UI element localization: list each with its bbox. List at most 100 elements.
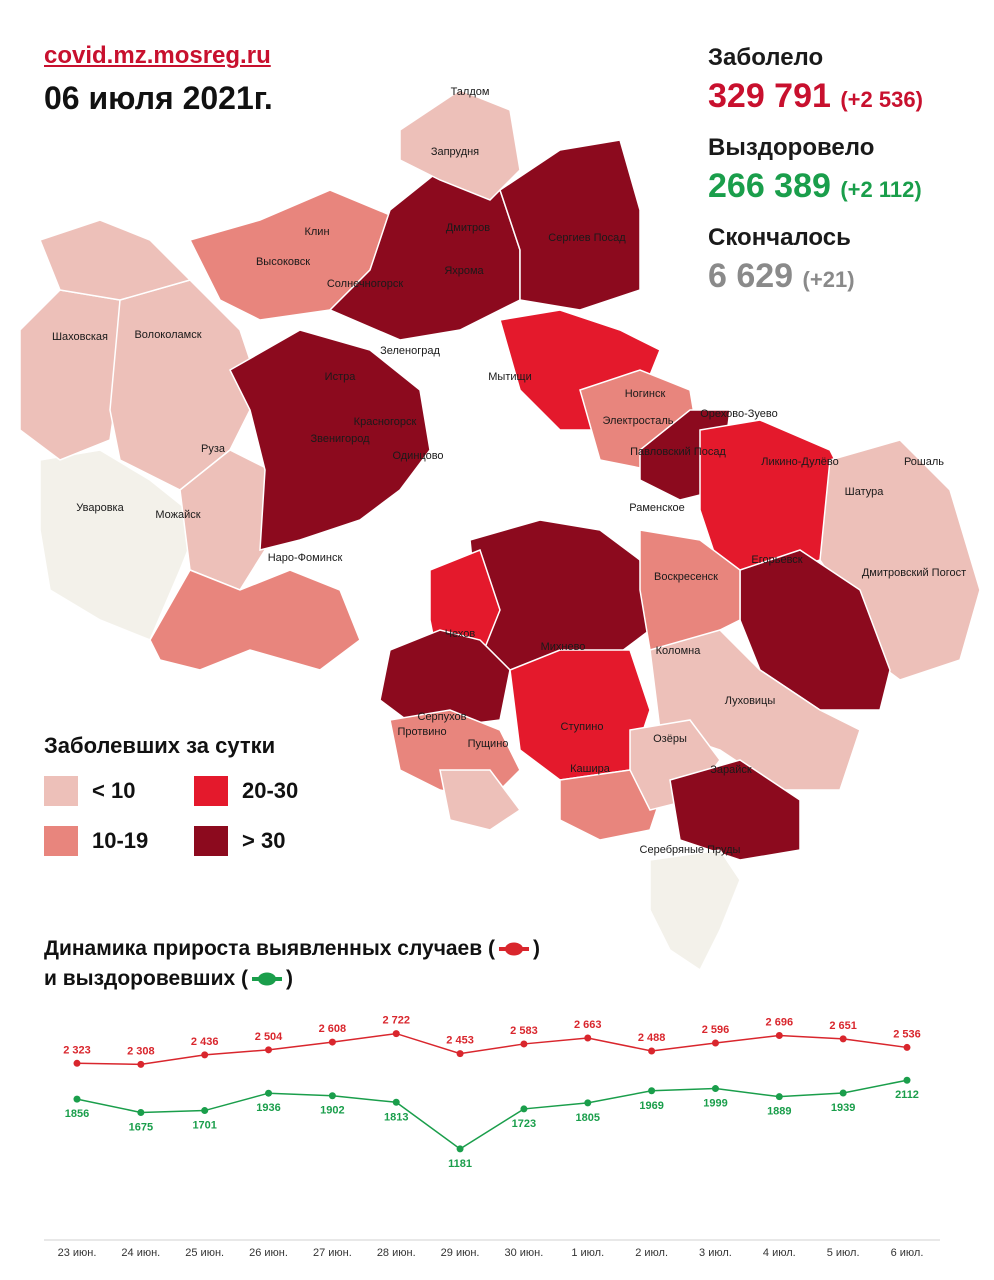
map-place-label: Яхрома <box>444 265 484 277</box>
green-point <box>456 1145 464 1153</box>
stat-recovered-delta: (+2 112) <box>840 177 922 202</box>
green-data-label: 1969 <box>639 1100 663 1112</box>
red-point <box>392 1030 400 1038</box>
map-place-label: Клин <box>304 226 329 238</box>
red-data-label: 2 663 <box>574 1019 602 1031</box>
stat-recovered-label: Выздоровело <box>708 134 875 161</box>
red-point <box>711 1039 719 1047</box>
green-data-label: 2112 <box>895 1089 919 1101</box>
map-place-label: Шаховская <box>52 331 108 343</box>
red-point <box>265 1046 273 1054</box>
map-labels: Талдом Запрудня Клин Высоковск Дмитров Сергие… <box>52 86 966 856</box>
green-point <box>648 1087 656 1095</box>
red-point <box>903 1043 911 1051</box>
legend-label-10-19: 10-19 <box>92 828 149 853</box>
stat-sick-value-row: 329 791 (+2 536) <box>708 76 988 120</box>
green-point <box>392 1098 400 1106</box>
map-place-label: Орехово-Зуево <box>700 408 778 420</box>
green-data-label: 1813 <box>384 1111 408 1123</box>
x-tick-label: 26 июн. <box>249 1247 288 1259</box>
map-place-label: Воскресенск <box>654 571 718 583</box>
map-place-label: Звенигород <box>310 433 370 445</box>
red-point <box>584 1034 592 1042</box>
map-place-label: Высоковск <box>256 256 310 268</box>
map-place-label: Солнечногорск <box>327 278 403 290</box>
stat-recovered-value-row: 266 389 (+2 112) <box>708 166 988 210</box>
legend-label-lt10: < 10 <box>92 778 136 803</box>
map-place-label: Зеленоград <box>380 345 440 357</box>
x-tick-label: 2 июл. <box>635 1247 668 1259</box>
map-place-label: Пущино <box>468 738 509 750</box>
chart-layer: 2 323 2 308 2 436 2 504 2 608 2 722 2 453 2 583… <box>44 1015 940 1259</box>
map-place-label: Ступино <box>561 721 604 733</box>
legend-label-gt30: > 30 <box>242 828 286 853</box>
map-place-label: Электросталь <box>603 415 674 427</box>
map-place-label: Уваровка <box>76 502 124 514</box>
stat-deaths-value: 6 629 <box>708 257 794 295</box>
green-data-label: 1805 <box>576 1112 600 1124</box>
map-place-label: Одинцово <box>392 450 443 462</box>
x-tick-label: 23 июн. <box>58 1247 97 1259</box>
red-point <box>456 1050 464 1058</box>
map-place-label: Озёры <box>653 733 687 745</box>
red-data-label: 2 453 <box>446 1035 474 1047</box>
red-point <box>201 1051 209 1059</box>
source-site-link[interactable]: covid.mz.mosreg.ru <box>44 42 271 69</box>
trend-title: Динамика прироста выявленных случаев ( )… <box>44 934 540 994</box>
red-data-label: 2 323 <box>63 1044 91 1056</box>
red-data-label: 2 608 <box>319 1023 347 1035</box>
green-data-label: 1675 <box>129 1121 153 1133</box>
stat-deaths-delta: (+21) <box>802 267 855 292</box>
map-region <box>379 629 511 731</box>
map-region <box>149 569 361 671</box>
map-place-label: Протвино <box>397 726 446 738</box>
red-point <box>839 1035 847 1043</box>
green-data-label: 1889 <box>767 1106 791 1118</box>
red-data-label: 2 696 <box>766 1017 794 1029</box>
map-region <box>739 549 891 711</box>
green-point <box>584 1099 592 1107</box>
legend-title: Заболевших за сутки <box>44 733 276 758</box>
red-data-label: 2 488 <box>638 1032 666 1044</box>
legend-item-10-19: 10-19 <box>44 826 148 856</box>
green-point <box>73 1095 81 1103</box>
map-place-label: Истра <box>325 371 357 383</box>
map-place-label: Ликино-Дулёво <box>761 456 839 468</box>
x-tick-label: 25 июн. <box>185 1247 224 1259</box>
green-point <box>775 1093 783 1101</box>
stat-sick: Заболело 329 791 (+2 536) <box>708 44 988 120</box>
x-tick-label: 4 июл. <box>763 1247 796 1259</box>
map-place-label: Павловский Посад <box>630 446 726 458</box>
map-place-label: Наро-Фоминск <box>268 552 343 564</box>
map-region <box>669 759 801 861</box>
map-region <box>229 329 431 551</box>
map-place-label: Коломна <box>656 645 702 657</box>
green-data-label: 1902 <box>320 1105 344 1117</box>
stat-sick-label: Заболело <box>708 44 824 71</box>
map-place-label: Шатура <box>845 486 885 498</box>
trend-title-line-2: и выздоровевших ( ) <box>44 964 540 994</box>
red-point <box>328 1038 336 1046</box>
map-place-label: Егорьевск <box>751 554 802 566</box>
map-place-label: Можайск <box>155 509 200 521</box>
x-tick-label: 29 июн. <box>441 1247 480 1259</box>
stat-sick-value: 329 791 <box>708 77 831 115</box>
red-series-line <box>76 1032 908 1066</box>
green-point <box>328 1092 336 1100</box>
map-place-label: Волоколамск <box>134 329 201 341</box>
green-data-label: 1701 <box>192 1120 216 1132</box>
green-data-label: 1181 <box>448 1158 472 1170</box>
x-tick-label: 24 июн. <box>121 1247 160 1259</box>
map-place-label: Раменское <box>629 502 685 514</box>
trend-title-text-2-end: ) <box>285 967 293 990</box>
green-data-label: 1939 <box>831 1102 855 1114</box>
stat-recovered: Выздоровело 266 389 (+2 112) <box>708 134 988 210</box>
green-data-label: 1723 <box>512 1118 536 1130</box>
red-point <box>775 1032 783 1040</box>
x-tick-label: 3 июл. <box>699 1247 732 1259</box>
trend-title-line-1: Динамика прироста выявленных случаев ( ) <box>44 934 540 964</box>
map-place-label: Дмитровский Погост <box>862 567 966 579</box>
map-region <box>399 89 521 201</box>
red-data-label: 2 596 <box>702 1024 730 1036</box>
